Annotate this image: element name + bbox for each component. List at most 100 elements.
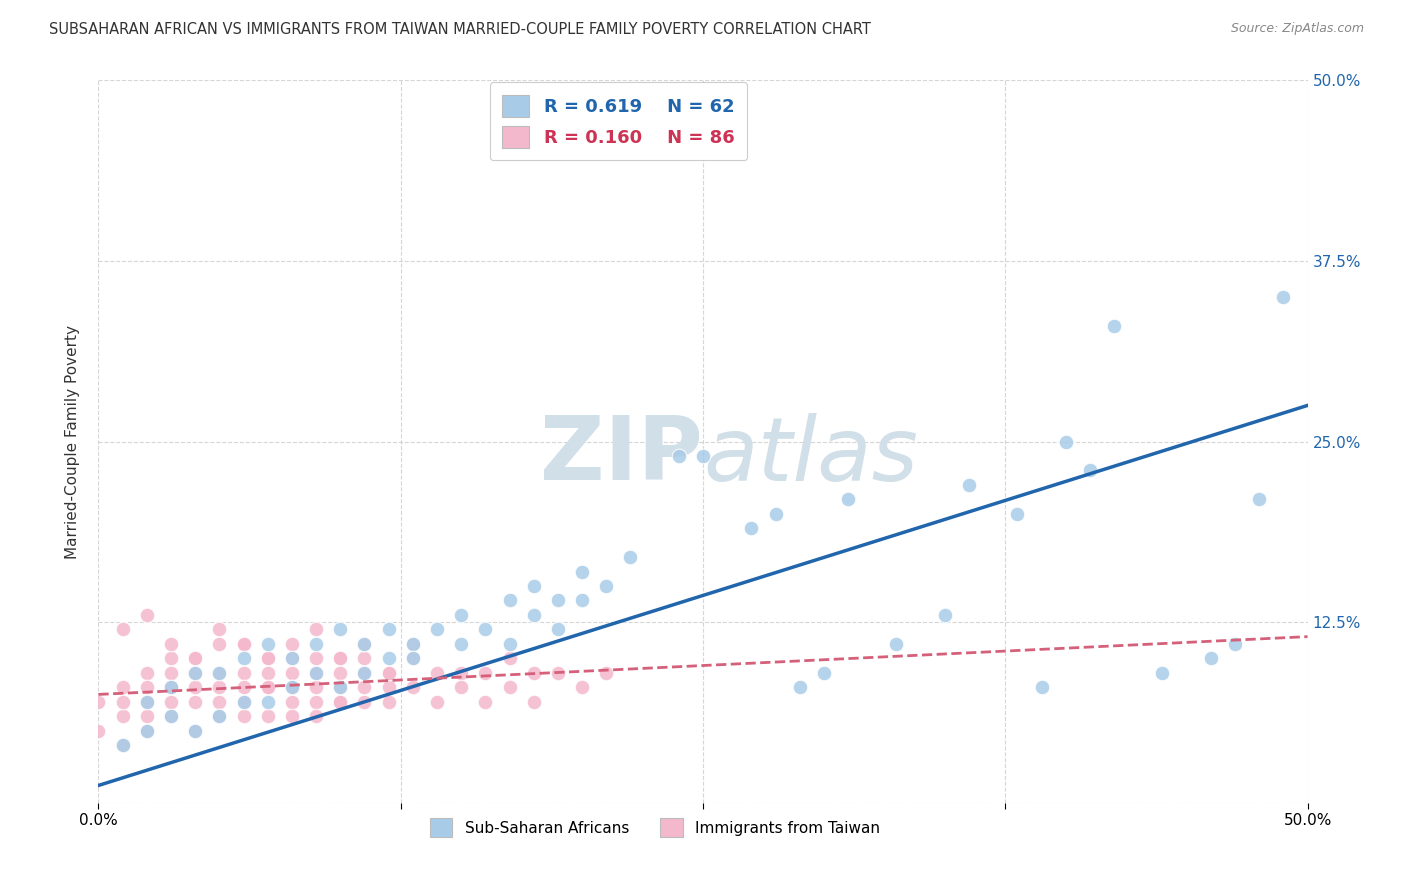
Point: [87, 695, 110, 709]
Point: [402, 651, 425, 665]
Point: [523, 665, 546, 680]
Point: [353, 637, 375, 651]
Point: [498, 637, 520, 651]
Point: [135, 695, 157, 709]
Point: [329, 680, 352, 694]
Point: [402, 637, 425, 651]
Point: [353, 637, 375, 651]
Point: [571, 680, 593, 694]
Point: [329, 695, 352, 709]
Point: [232, 665, 254, 680]
Point: [1007, 507, 1029, 521]
Point: [1054, 434, 1077, 449]
Point: [160, 695, 183, 709]
Point: [305, 665, 328, 680]
Point: [305, 651, 328, 665]
Point: [402, 651, 425, 665]
Point: [87, 723, 110, 738]
Point: [329, 680, 352, 694]
Point: [474, 695, 496, 709]
Point: [184, 651, 207, 665]
Legend: Sub-Saharan Africans, Immigrants from Taiwan: Sub-Saharan Africans, Immigrants from Ta…: [418, 806, 891, 849]
Point: [281, 680, 304, 694]
Point: [402, 680, 425, 694]
Point: [305, 665, 328, 680]
Point: [256, 709, 278, 723]
Point: [547, 623, 569, 637]
Point: [426, 623, 449, 637]
Point: [353, 695, 375, 709]
Point: [426, 695, 449, 709]
Point: [184, 723, 207, 738]
Point: [1223, 637, 1246, 651]
Point: [281, 665, 304, 680]
Point: [402, 637, 425, 651]
Point: [1249, 492, 1271, 507]
Point: [232, 637, 254, 651]
Point: [135, 665, 157, 680]
Point: [329, 651, 352, 665]
Point: [184, 723, 207, 738]
Point: [329, 651, 352, 665]
Point: [377, 623, 399, 637]
Point: [305, 637, 328, 651]
Point: [232, 695, 254, 709]
Point: [668, 449, 690, 463]
Point: [135, 695, 157, 709]
Point: [1031, 680, 1053, 694]
Y-axis label: Married-Couple Family Poverty: Married-Couple Family Poverty: [65, 325, 80, 558]
Point: [886, 637, 908, 651]
Point: [111, 623, 134, 637]
Point: [160, 637, 183, 651]
Point: [281, 695, 304, 709]
Point: [619, 131, 641, 145]
Point: [474, 623, 496, 637]
Point: [305, 680, 328, 694]
Point: [571, 593, 593, 607]
Point: [813, 665, 835, 680]
Point: [353, 651, 375, 665]
Point: [111, 738, 134, 752]
Point: [135, 709, 157, 723]
Point: [160, 680, 183, 694]
Point: [619, 550, 641, 565]
Text: atlas: atlas: [703, 413, 918, 499]
Point: [498, 651, 520, 665]
Point: [450, 680, 472, 694]
Point: [281, 651, 304, 665]
Point: [450, 637, 472, 651]
Point: [305, 695, 328, 709]
Point: [1152, 665, 1174, 680]
Point: [160, 651, 183, 665]
Point: [184, 695, 207, 709]
Point: [547, 665, 569, 680]
Point: [208, 665, 231, 680]
Point: [305, 623, 328, 637]
Point: [688, 110, 710, 124]
Point: [208, 695, 231, 709]
Point: [474, 665, 496, 680]
Point: [232, 709, 254, 723]
Point: [1078, 463, 1101, 477]
Point: [256, 651, 278, 665]
Point: [450, 665, 472, 680]
Point: [111, 680, 134, 694]
Point: [498, 593, 520, 607]
Point: [547, 593, 569, 607]
Point: [305, 709, 328, 723]
Point: [160, 665, 183, 680]
Point: [135, 723, 157, 738]
Point: [184, 665, 207, 680]
Point: [1102, 318, 1125, 333]
Point: [353, 680, 375, 694]
Point: [595, 665, 617, 680]
Point: [571, 565, 593, 579]
Point: [256, 680, 278, 694]
Point: [934, 607, 956, 622]
Point: [208, 680, 231, 694]
Point: [111, 738, 134, 752]
Point: [256, 651, 278, 665]
Point: [232, 695, 254, 709]
Point: [232, 680, 254, 694]
Point: [740, 521, 762, 535]
